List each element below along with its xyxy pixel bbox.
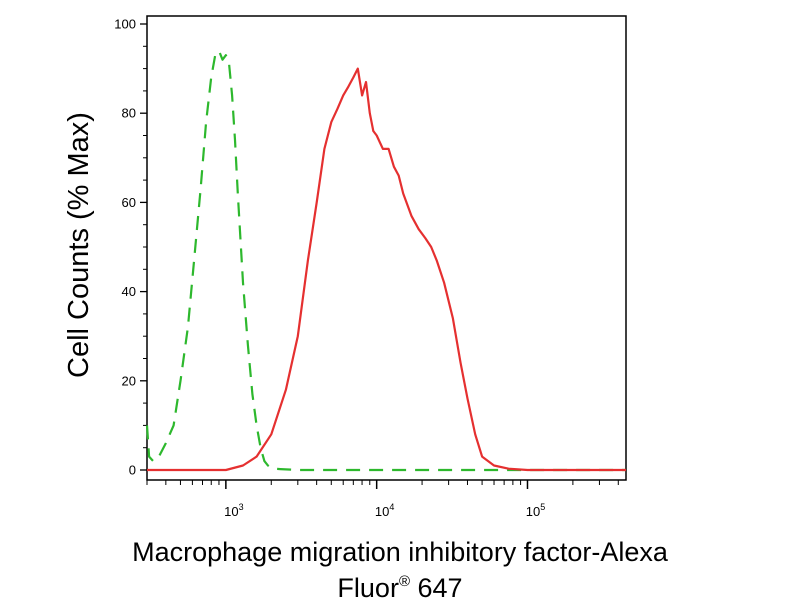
x-axis-label-fluor: Fluor [337, 573, 399, 603]
x-tick-label: 104 [375, 502, 394, 519]
registered-mark: ® [398, 573, 410, 590]
y-tick-label: 0 [129, 463, 136, 478]
control-histogram-line [145, 49, 626, 472]
x-tick-label: 103 [224, 502, 243, 519]
sample-histogram-line [147, 67, 626, 472]
plot-frame [146, 15, 627, 481]
y-tick-label: 60 [122, 195, 136, 210]
y-tick-label: 80 [122, 106, 136, 121]
y-tick-label: 100 [114, 17, 136, 32]
x-axis-ticks: 103 104 105 [146, 480, 619, 519]
y-axis-label: Cell Counts (% Max) [63, 112, 95, 378]
x-axis-label-647: 647 [410, 573, 463, 603]
x-axis-label-line1: Macrophage migration inhibitory factor-A… [132, 537, 668, 567]
y-tick-label: 40 [122, 284, 136, 299]
y-tick-label: 20 [122, 373, 136, 388]
y-axis-ticks: 0 20 40 60 80 100 [114, 17, 147, 478]
x-tick-label: 105 [526, 502, 545, 519]
x-axis-label: Macrophage migration inhibitory factor-A… [0, 537, 800, 603]
series-layer [145, 49, 626, 472]
